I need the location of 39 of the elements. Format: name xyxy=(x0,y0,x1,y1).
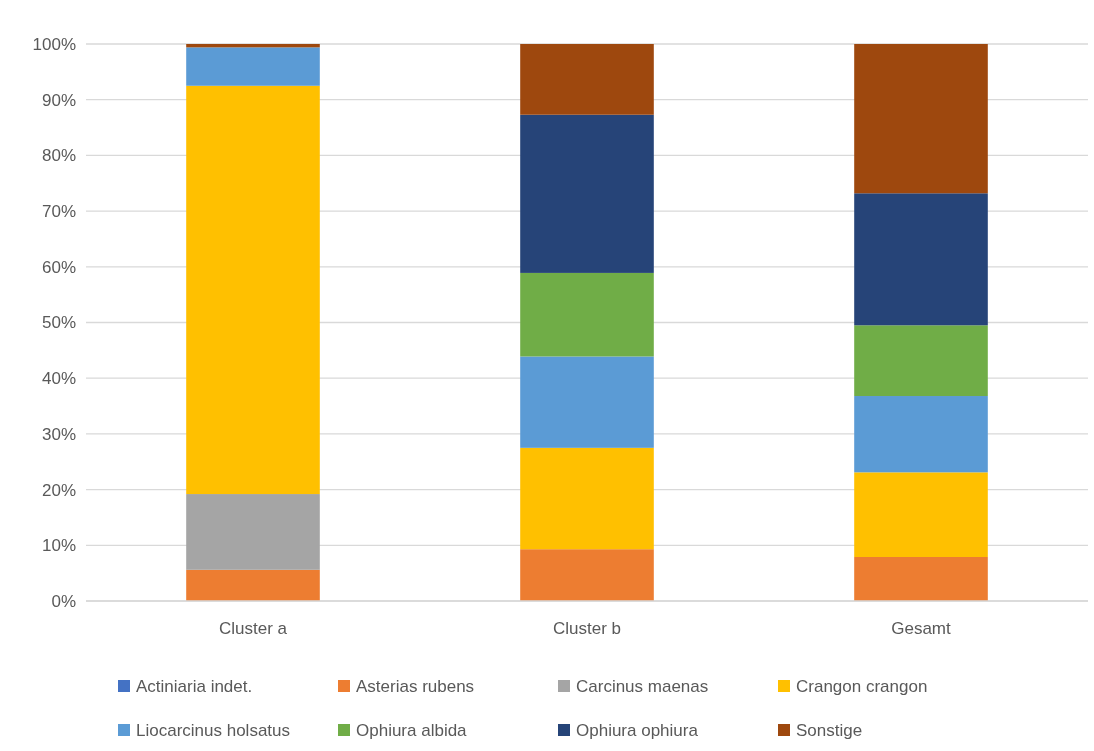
bar xyxy=(186,85,320,495)
legend-label: Ophiura albida xyxy=(356,720,468,740)
legend-label: Carcinus maenas xyxy=(576,676,709,696)
bar xyxy=(520,114,654,273)
bar xyxy=(520,447,654,550)
bar xyxy=(854,44,988,194)
x-tick-label: Cluster b xyxy=(552,619,622,638)
x-tick-label: Cluster a xyxy=(218,619,288,638)
y-tick-label: 100% xyxy=(32,34,76,54)
bar xyxy=(186,569,320,601)
y-tick-label: 0% xyxy=(51,591,76,611)
bar xyxy=(854,396,988,473)
bar xyxy=(186,494,320,570)
bar xyxy=(186,47,320,86)
y-tick-label: 20% xyxy=(41,480,76,500)
legend-label: Ophiura ophiura xyxy=(576,720,699,740)
y-tick-label: 30% xyxy=(41,424,76,444)
legend-label: Crangon crangon xyxy=(796,676,928,696)
y-tick-label: 80% xyxy=(41,146,76,166)
legend-label: Asterias rubens xyxy=(356,676,475,696)
y-tick-label: 60% xyxy=(41,257,76,277)
y-tick-label: 10% xyxy=(41,536,76,556)
bar xyxy=(854,193,988,326)
x-tick-label: Gesamt xyxy=(891,619,952,638)
bar xyxy=(854,472,988,557)
y-tick-label: 40% xyxy=(41,369,76,389)
bar xyxy=(520,356,654,448)
legend-label: Liocarcinus holsatus xyxy=(136,720,291,740)
y-tick-label: 90% xyxy=(41,90,76,110)
bar xyxy=(520,44,654,115)
y-tick-label: 50% xyxy=(41,313,76,333)
bar xyxy=(854,325,988,397)
legend-label: Actiniaria indet. xyxy=(136,676,253,696)
y-tick-label: 70% xyxy=(41,202,76,222)
bar xyxy=(520,272,654,357)
legend-label: Sonstige xyxy=(796,720,863,740)
bar xyxy=(520,549,654,601)
bar xyxy=(854,557,988,601)
bar xyxy=(186,44,320,48)
